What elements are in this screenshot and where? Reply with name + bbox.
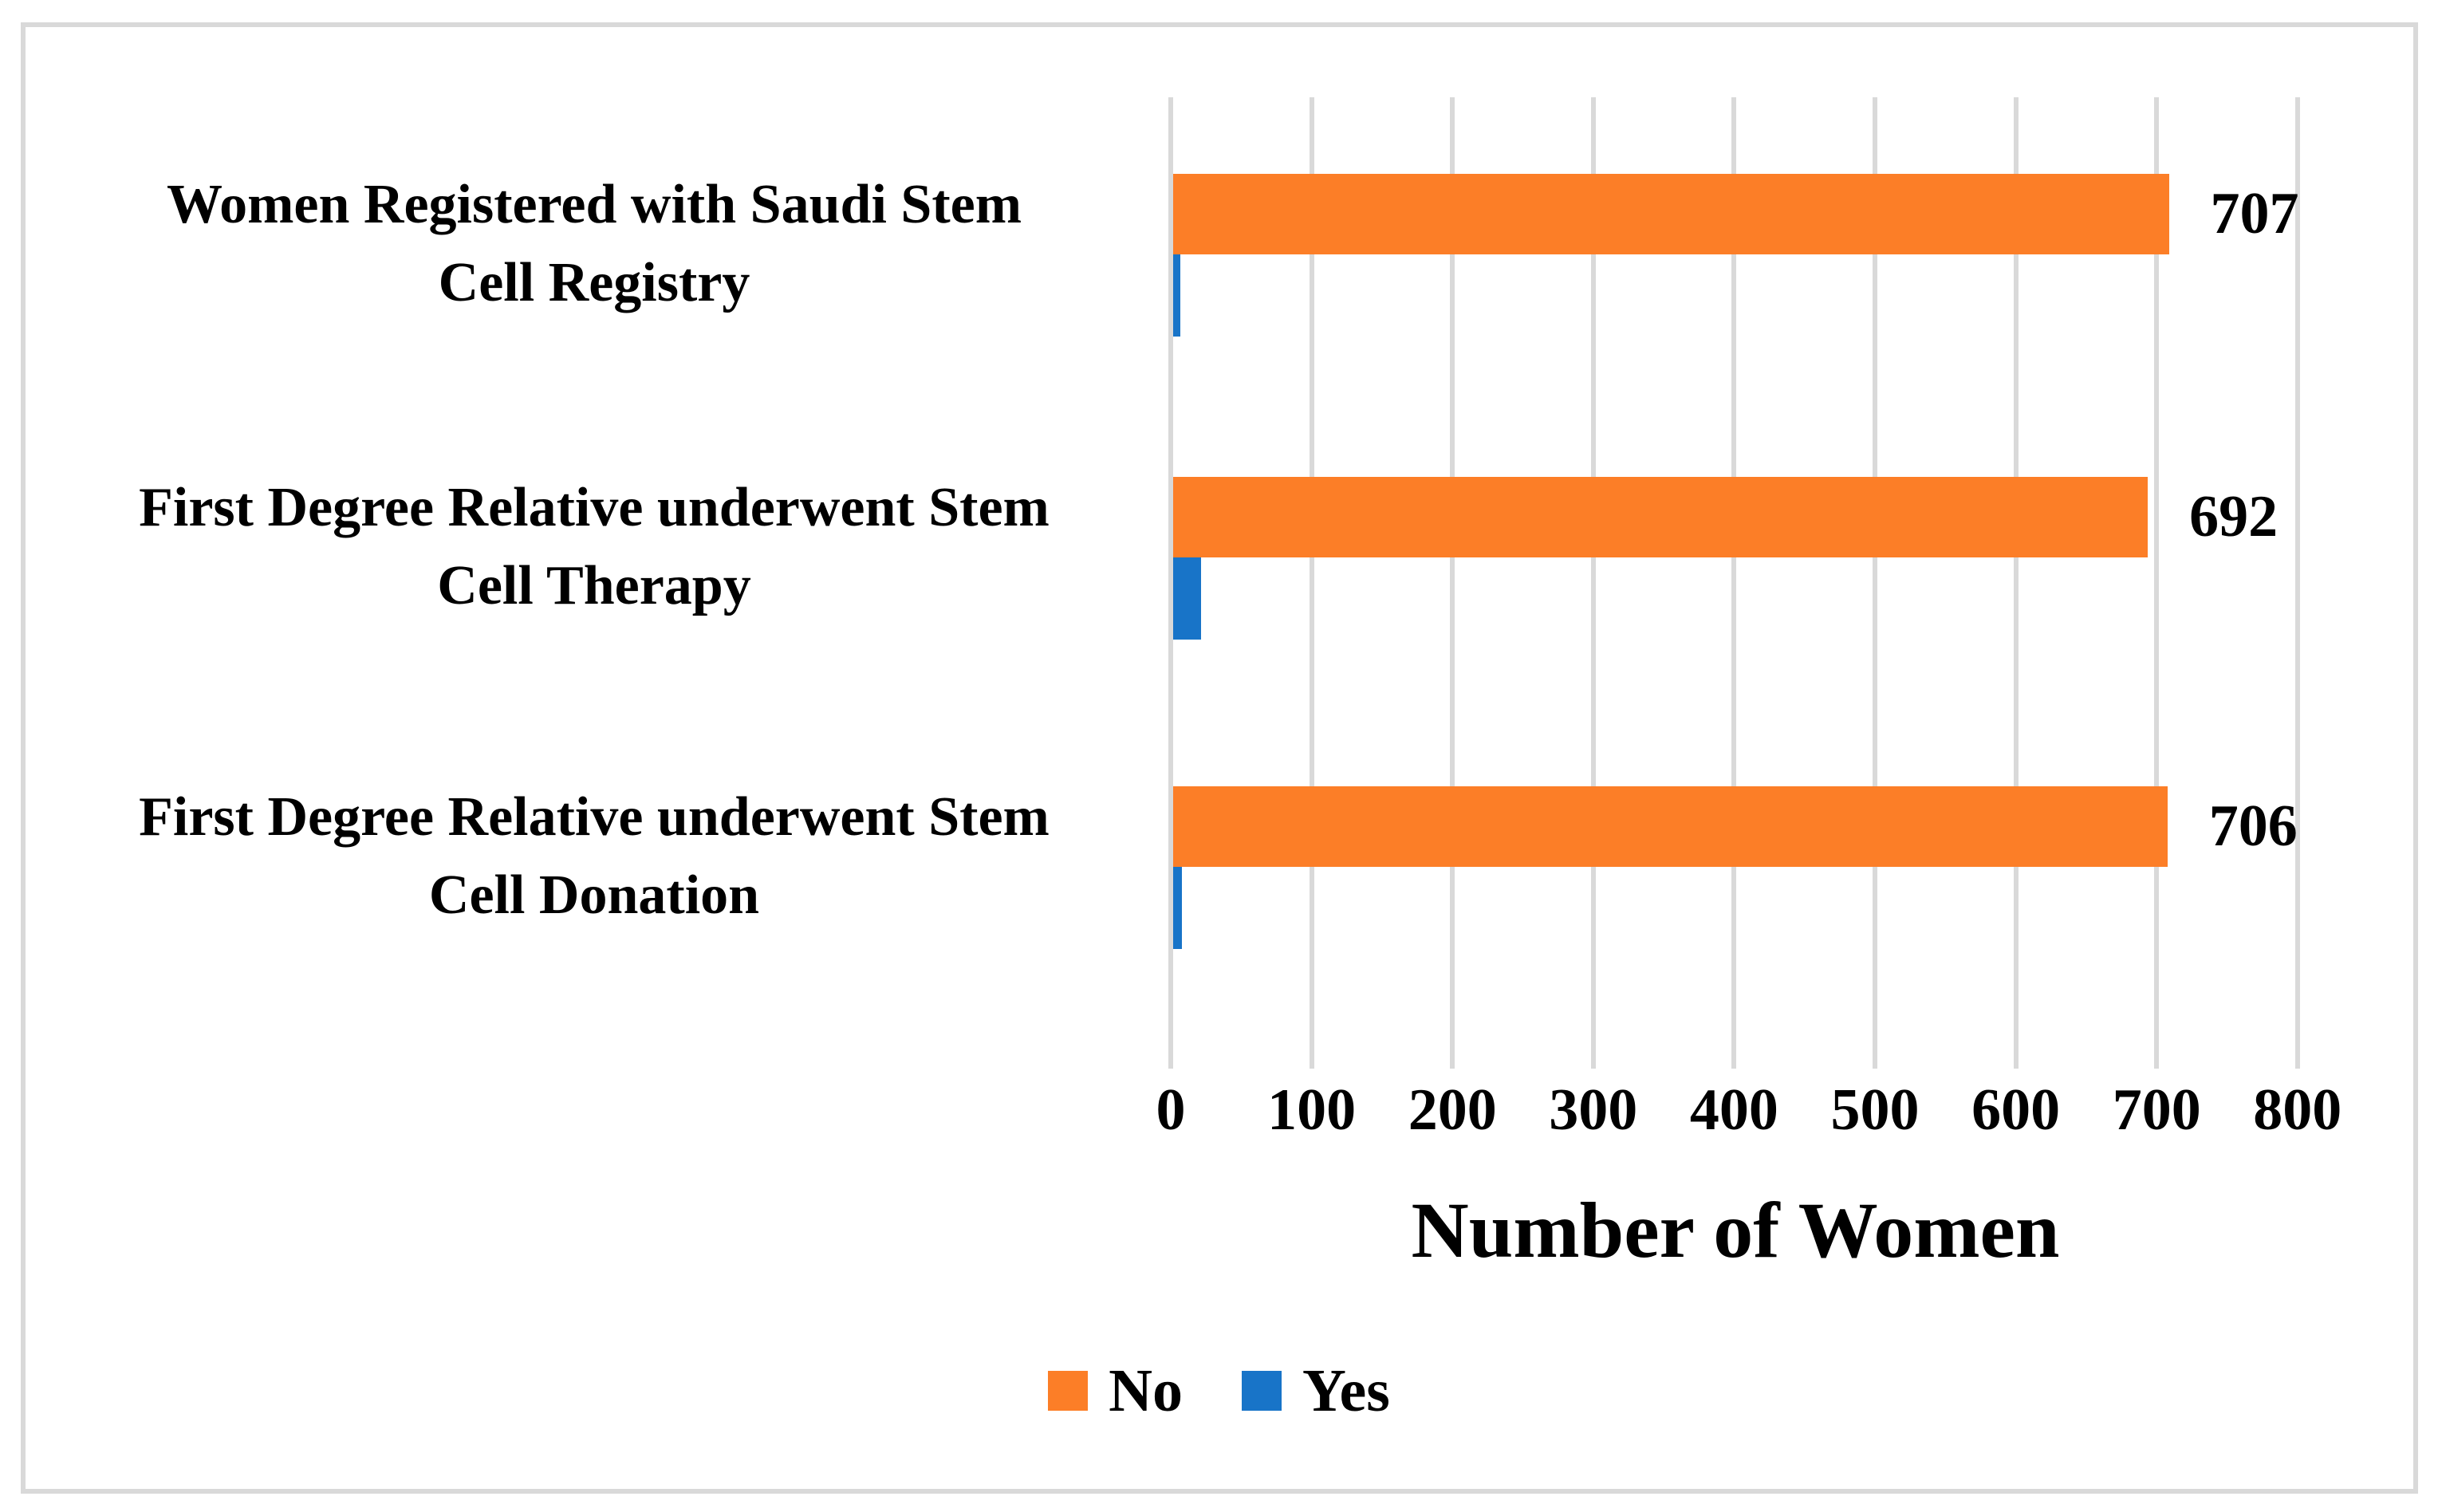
bar-yes-1	[1173, 557, 1201, 640]
gridline-300	[1590, 97, 1596, 1069]
category-label-2: First Degree Relative underwent Stem Cell…	[32, 778, 1156, 935]
figure-border	[21, 22, 2418, 1494]
category-label-line: Cell Therapy	[437, 555, 751, 616]
legend-swatch-icon	[1048, 1371, 1089, 1411]
data-label: 706	[2208, 793, 2298, 859]
x-tick-label: 200	[1408, 1077, 1497, 1143]
x-tick-label: 0	[1156, 1077, 1186, 1143]
x-tick-label: 700	[2112, 1077, 2201, 1143]
x-axis-title: Number of Women	[1411, 1186, 2060, 1274]
data-label: 707	[2210, 181, 2299, 246]
legend: No Yes	[0, 1360, 2438, 1421]
category-label-1: First Degree Relative underwent Stem Cell…	[32, 469, 1156, 625]
x-tick-label: 600	[1971, 1077, 2061, 1143]
x-tick-label: 100	[1267, 1077, 1357, 1143]
legend-swatch-icon	[1242, 1371, 1282, 1411]
bar-no-2	[1173, 786, 2168, 867]
legend-label: No	[1109, 1357, 1184, 1424]
gridline-200	[1450, 97, 1455, 1069]
data-label: 692	[2189, 484, 2278, 549]
category-label-0: Women Registered with Saudi Stem Cell Reg…	[32, 166, 1156, 322]
category-label-line: Cell Registry	[438, 252, 750, 313]
legend-item-yes: Yes	[1242, 1360, 1390, 1421]
category-label-line: Women Registered with Saudi Stem	[166, 174, 1022, 235]
gridline-400	[1731, 97, 1737, 1069]
x-tick-label: 400	[1689, 1077, 1778, 1143]
category-label-line: Cell Donation	[428, 864, 760, 926]
bar-no-1	[1173, 477, 2148, 557]
bar-yes-0	[1173, 254, 1180, 337]
legend-label: Yes	[1302, 1357, 1390, 1424]
gridline-800	[2294, 97, 2300, 1069]
bar-yes-2	[1173, 867, 1182, 949]
x-tick-label: 300	[1549, 1077, 1638, 1143]
category-label-line: First Degree Relative underwent Stem	[139, 786, 1050, 848]
gridline-100	[1309, 97, 1314, 1069]
gridline-0	[1168, 97, 1173, 1069]
x-tick-label: 500	[1830, 1077, 1920, 1143]
gridline-700	[2154, 97, 2160, 1069]
x-tick-label: 800	[2253, 1077, 2342, 1143]
category-label-line: First Degree Relative underwent Stem	[139, 477, 1050, 538]
gridline-500	[1873, 97, 1877, 1069]
legend-item-no: No	[1048, 1360, 1183, 1421]
gridline-600	[2013, 97, 2019, 1069]
bar-no-0	[1173, 174, 2169, 254]
